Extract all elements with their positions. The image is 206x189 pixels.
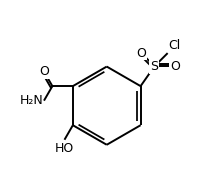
Text: O: O [170, 60, 180, 73]
Text: H₂N: H₂N [19, 94, 43, 107]
Text: Cl: Cl [169, 39, 181, 52]
Text: S: S [150, 60, 158, 73]
Text: O: O [39, 65, 49, 78]
Text: O: O [136, 47, 146, 60]
Text: HO: HO [55, 142, 74, 155]
